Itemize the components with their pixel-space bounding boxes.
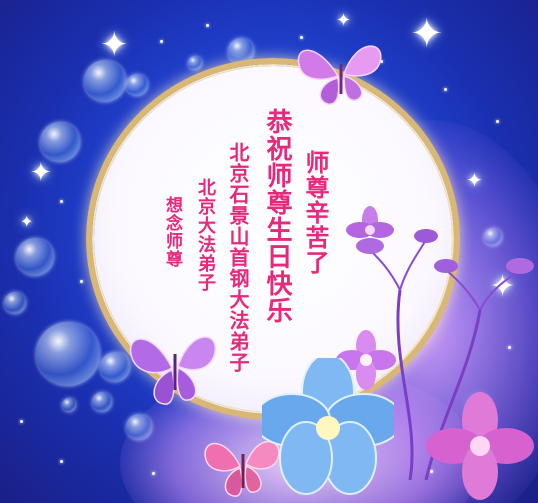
butterfly-icon <box>204 440 280 497</box>
butterfly-icon <box>129 336 217 405</box>
bubble-icon <box>484 228 502 246</box>
bubble-icon <box>36 322 100 386</box>
sparkle-icon: ✦ <box>30 158 52 188</box>
bubble-icon <box>4 292 26 314</box>
greeting-line-5: 想念师尊 <box>162 196 182 268</box>
bubble-icon <box>84 60 126 102</box>
flower-icon <box>336 206 534 500</box>
bubble-icon <box>40 122 80 162</box>
bubble-icon <box>92 392 112 412</box>
sparkle-icon: ✦ <box>100 25 129 65</box>
bubble-icon <box>16 238 54 276</box>
greeting-line-1: 师尊辛苦了 <box>301 150 330 275</box>
butterfly-icon <box>297 45 382 105</box>
sparkle-icon: ✦ <box>466 168 483 192</box>
greeting-line-2: 恭祝师尊生日快乐 <box>262 108 292 324</box>
bubble-icon <box>188 56 202 70</box>
bubble-icon <box>100 352 130 382</box>
bubble-icon <box>126 414 152 440</box>
flower-icon <box>262 358 394 495</box>
bubble-icon <box>62 398 76 412</box>
greeting-line-3: 北京石景山首钢大法弟子 <box>226 142 250 373</box>
bubble-icon <box>126 74 148 96</box>
sparkle-icon: ✦ <box>336 10 352 31</box>
sparkle-icon: ✦ <box>410 11 444 57</box>
greeting-line-4: 北京大法弟子 <box>195 178 216 292</box>
sparkle-icon: ✦ <box>20 212 34 231</box>
